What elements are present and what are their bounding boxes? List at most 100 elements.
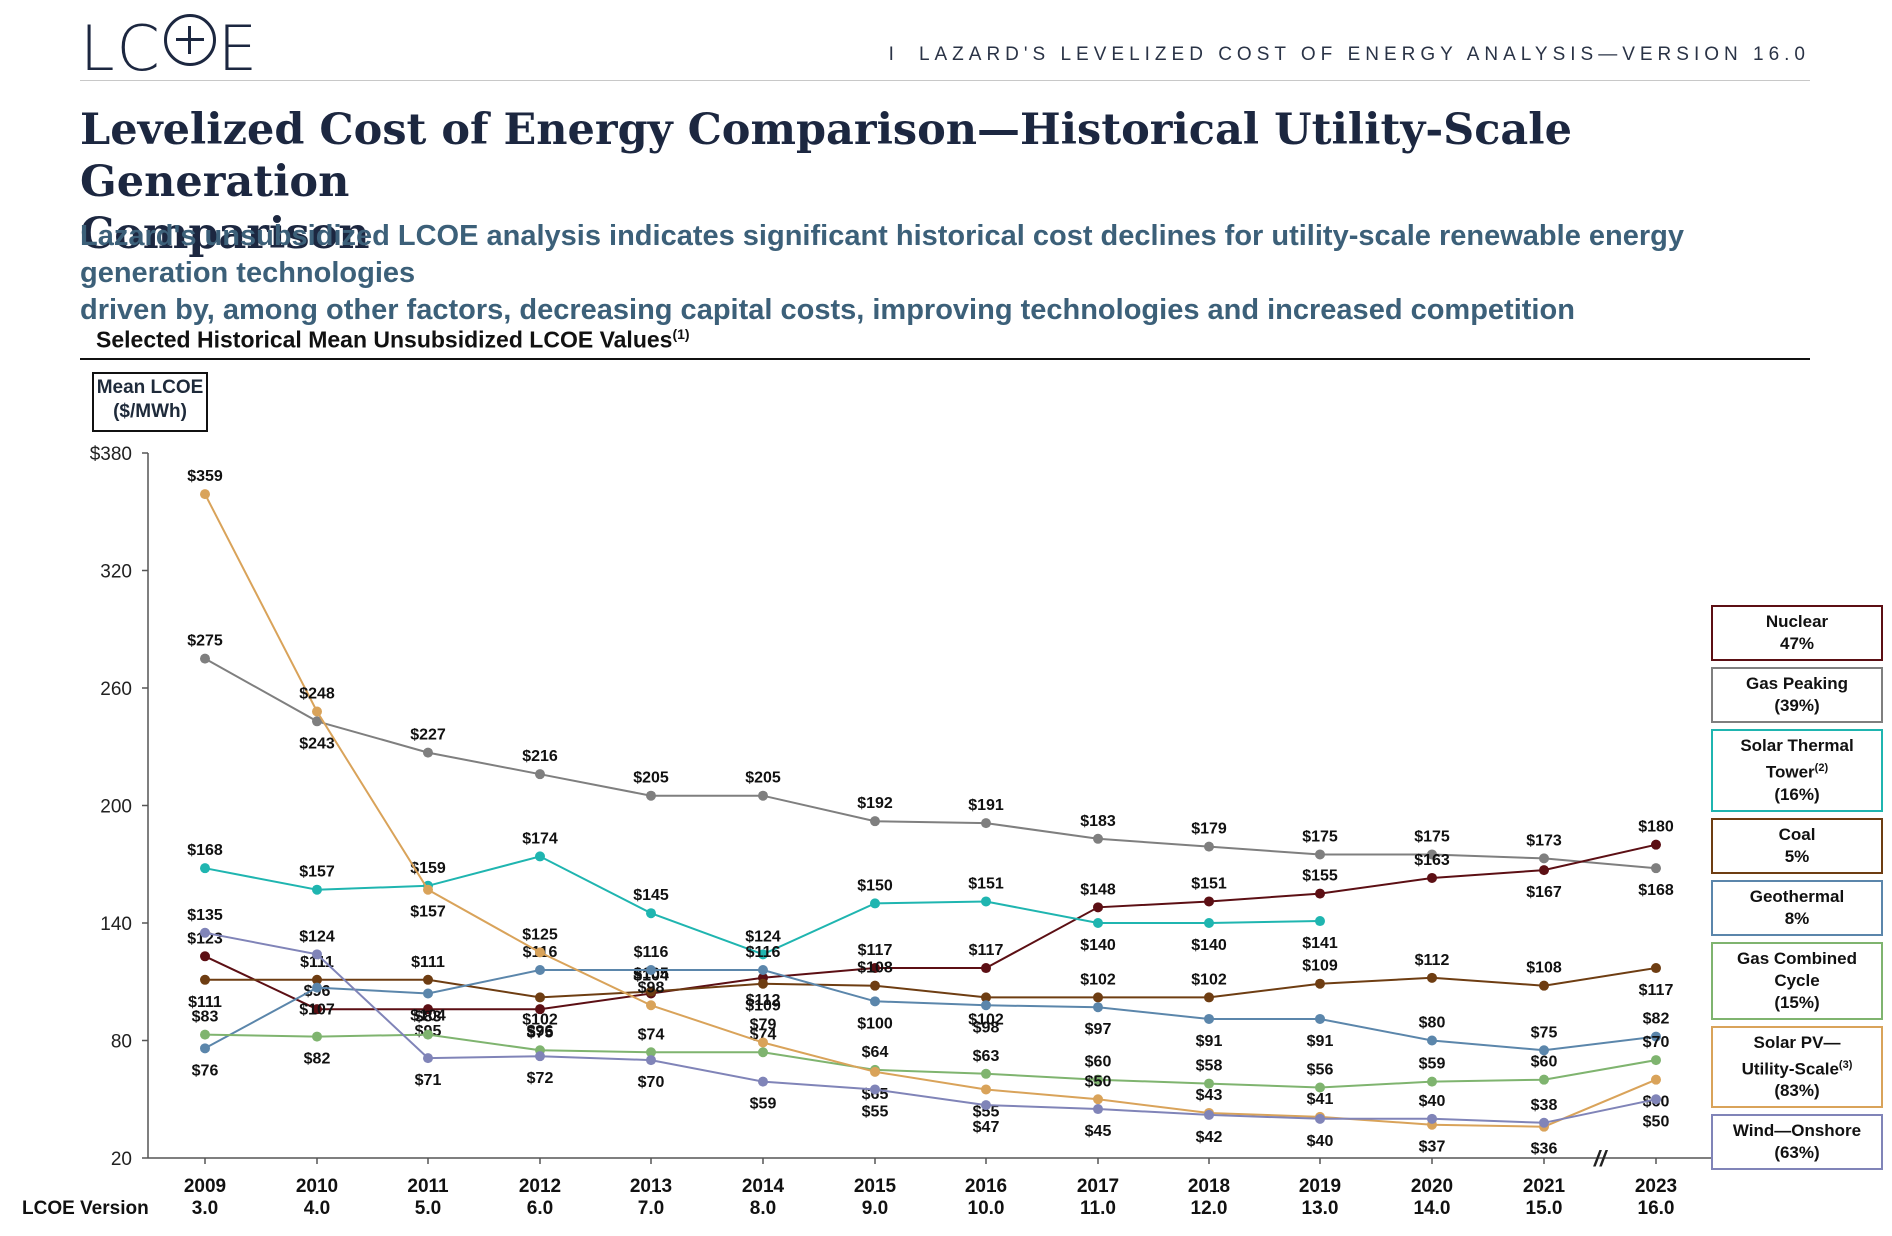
legend-item-geothermal: Geothermal 8%: [1711, 879, 1883, 936]
data-label-wind-onshore: $45: [1085, 1123, 1112, 1140]
data-label-gas-peaking: $179: [1191, 821, 1227, 838]
legend-line2: 5%: [1784, 846, 1810, 866]
data-point-geothermal: [1093, 1002, 1103, 1013]
section-title-text: Selected Historical Mean Unsubsidized LC…: [96, 326, 673, 353]
data-label-coal: $111: [188, 994, 222, 1011]
y-tick-label: 20: [111, 1149, 132, 1170]
units-label: Mean LCOE ($/MWh): [92, 372, 208, 432]
data-label-solar-pv-utility-scale: $36: [1531, 1141, 1558, 1158]
series-line-nuclear: [204, 843, 1657, 1011]
data-label-wind-onshore: $47: [973, 1119, 1000, 1136]
data-point-gas-peaking: [981, 818, 991, 829]
data-label-gas-peaking: $205: [633, 770, 669, 787]
data-point-gas-peaking: [423, 747, 433, 758]
data-label-wind-onshore: $55: [862, 1103, 889, 1120]
x-tick-year: 2017: [1077, 1176, 1119, 1197]
data-point-wind-onshore: [981, 1100, 991, 1111]
data-label-gas-peaking: $192: [857, 795, 893, 812]
footnote-ref: (1): [672, 326, 690, 342]
data-label-wind-onshore: $124: [299, 928, 335, 945]
data-label-wind-onshore: $72: [527, 1070, 554, 1087]
data-point-solar-thermal-tower: [1315, 916, 1325, 927]
data-point-wind-onshore: [200, 927, 210, 938]
data-point-gas-peaking: [312, 716, 322, 727]
data-point-solar-thermal-tower: [200, 863, 210, 874]
data-label-wind-onshore: $135: [187, 907, 223, 924]
legend-line1: Geothermal: [1749, 886, 1845, 906]
data-point-wind-onshore: [1204, 1109, 1214, 1120]
data-label-solar-thermal-tower: $174: [522, 830, 558, 847]
x-tick-year: 2011: [407, 1176, 449, 1197]
data-point-wind-onshore: [646, 1055, 656, 1066]
legend-line1: Solar Thermal: [1740, 736, 1854, 755]
data-label-coal: $117: [1639, 982, 1674, 999]
data-label-wind-onshore: $42: [1196, 1129, 1223, 1146]
x-tick-year: 2010: [296, 1176, 338, 1197]
legend-line2: (63%): [1774, 1143, 1820, 1163]
data-point-gas-combined-cycle: [200, 1029, 210, 1040]
data-label-geothermal: $98: [973, 1019, 1000, 1036]
data-label-solar-pv-utility-scale: $55: [973, 1103, 1000, 1120]
data-point-gas-combined-cycle: [1204, 1078, 1214, 1089]
data-point-gas-combined-cycle: [646, 1047, 656, 1058]
data-label-gas-combined-cycle: $56: [1307, 1062, 1334, 1079]
data-point-coal: [1427, 972, 1437, 983]
data-label-gas-peaking: $243: [299, 735, 335, 752]
data-point-solar-thermal-tower: [870, 898, 880, 909]
data-point-geothermal: [1204, 1013, 1214, 1024]
page-title: Levelized Cost of Energy Comparison—Hist…: [80, 104, 1780, 260]
data-point-nuclear: [535, 1004, 545, 1015]
data-point-gas-combined-cycle: [981, 1068, 991, 1079]
data-point-nuclear: [1427, 872, 1437, 883]
data-label-solar-thermal-tower: $150: [857, 877, 893, 894]
units-line2: ($/MWh): [113, 401, 187, 422]
data-point-solar-pv-utility-scale: [870, 1066, 880, 1077]
legend-line2: Tower(2): [1765, 762, 1829, 782]
y-tick-label: 80: [111, 1032, 132, 1053]
data-label-geothermal: $75: [1531, 1024, 1558, 1041]
data-label-geothermal: $100: [857, 1015, 893, 1032]
data-point-gas-combined-cycle: [1427, 1076, 1437, 1087]
data-label-gas-combined-cycle: $75: [527, 1024, 554, 1041]
data-label-wind-onshore: $40: [1307, 1133, 1334, 1150]
data-label-solar-pv-utility-scale: $125: [522, 926, 558, 943]
data-point-solar-thermal-tower: [1204, 918, 1214, 928]
y-tick-label: 140: [100, 914, 132, 935]
x-tick-version: 14.0: [1414, 1198, 1451, 1219]
legend-item-nuclear: Nuclear 47%: [1711, 605, 1883, 661]
data-label-solar-pv-utility-scale: $43: [1196, 1087, 1223, 1104]
legend-line2: (39%): [1774, 696, 1820, 715]
legend-item-solar-thermal-tower: Solar Thermal Tower(2) (16%): [1711, 729, 1883, 812]
x-tick-version: 3.0: [192, 1198, 218, 1219]
data-point-wind-onshore: [1427, 1113, 1437, 1124]
legend-footnote-ref: (3): [1838, 1058, 1853, 1071]
data-point-nuclear: [1093, 902, 1103, 913]
data-point-gas-combined-cycle: [1093, 1074, 1103, 1085]
data-label-coal: $102: [522, 1011, 558, 1028]
x-tick-version: 13.0: [1302, 1198, 1339, 1219]
x-tick-version: 16.0: [1638, 1198, 1675, 1219]
data-label-gas-combined-cycle: $64: [862, 1044, 889, 1061]
data-label-solar-pv-utility-scale: $98: [638, 979, 665, 996]
legend-line3: (15%): [1774, 992, 1820, 1012]
data-point-gas-peaking: [1315, 849, 1325, 860]
data-point-nuclear: [312, 1004, 322, 1015]
data-label-gas-combined-cycle: $60: [1531, 1054, 1558, 1071]
legend-line1: Gas Combined: [1737, 948, 1857, 968]
x-tick-year: 2018: [1188, 1176, 1230, 1197]
data-point-wind-onshore: [1315, 1113, 1325, 1124]
legend-item-coal: Coal 5%: [1711, 817, 1883, 874]
data-point-gas-peaking: [535, 769, 545, 780]
data-label-gas-peaking: $216: [522, 748, 558, 765]
data-label-solar-thermal-tower: $159: [410, 860, 446, 877]
data-label-nuclear: $151: [1191, 875, 1227, 892]
data-label-nuclear: $155: [1302, 868, 1338, 885]
data-point-geothermal: [1427, 1035, 1437, 1046]
data-point-geothermal: [1539, 1045, 1549, 1056]
data-label-gas-peaking: $175: [1302, 828, 1338, 845]
data-point-coal: [646, 986, 656, 997]
data-point-gas-combined-cycle: [1539, 1074, 1549, 1085]
x-tick-version: 11.0: [1080, 1198, 1116, 1219]
data-point-wind-onshore: [1539, 1117, 1549, 1128]
data-point-solar-pv-utility-scale: [981, 1084, 991, 1095]
